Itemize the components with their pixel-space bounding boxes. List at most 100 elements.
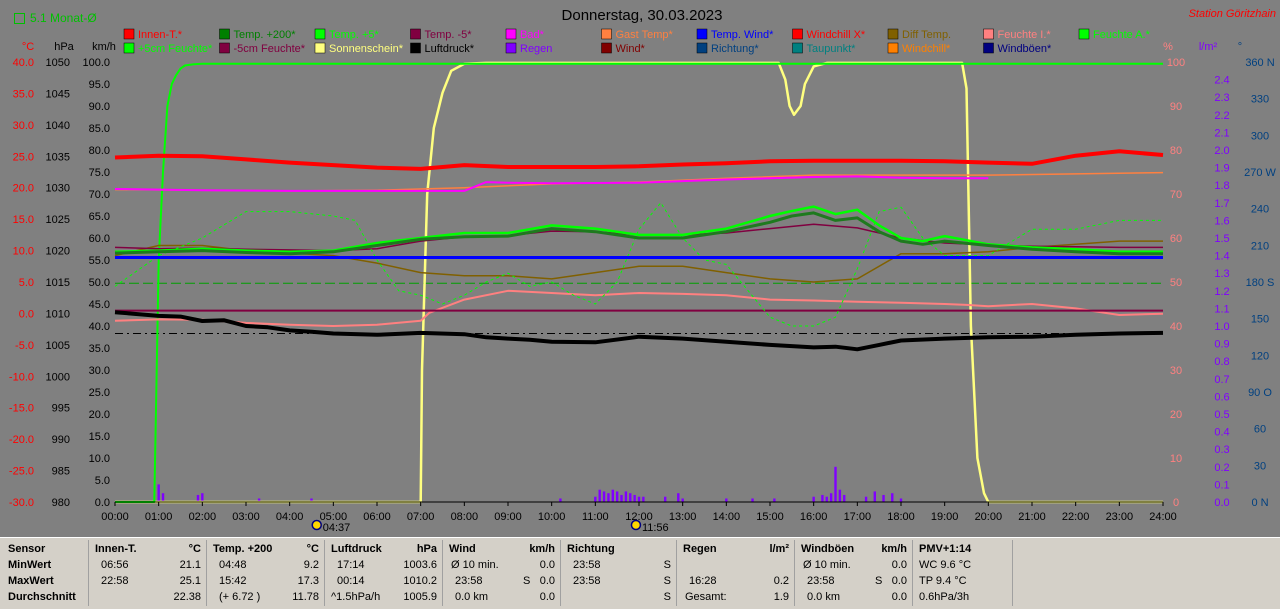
legend-label[interactable]: Richtung*: [711, 43, 759, 55]
tick-deg: 150: [1251, 314, 1269, 326]
legend-label[interactable]: Luftdruck*: [425, 43, 475, 55]
legend-item[interactable]: +5cm Feuchte*: [123, 42, 213, 55]
axis-label-lm2: l/m²: [1199, 41, 1218, 53]
tick-kmh: 55.0: [89, 255, 110, 267]
tick-kmh: 85.0: [89, 123, 110, 135]
tick-celsius: -30.0: [9, 497, 34, 509]
legend-item[interactable]: Temp. +5*: [314, 28, 380, 41]
legend-swatch[interactable]: [983, 42, 994, 54]
legend-swatch[interactable]: [696, 42, 708, 54]
legend-label[interactable]: Regen: [520, 43, 552, 55]
regen-bar: [594, 496, 597, 502]
legend-label[interactable]: Diff Temp.: [902, 29, 951, 41]
legend-swatch[interactable]: [887, 42, 899, 54]
legend-item[interactable]: Temp. Wind*: [696, 28, 774, 41]
tick-lm2: 0.0: [1214, 497, 1229, 509]
legend-item[interactable]: Regen: [505, 42, 552, 55]
regen-bar: [642, 496, 645, 502]
tick-kmh: 10.0: [89, 453, 110, 465]
tick-hpa: 1035: [46, 151, 70, 163]
legend-label[interactable]: Taupunkt*: [807, 43, 857, 55]
legend-swatch[interactable]: [601, 42, 612, 54]
legend-label[interactable]: Windchill*: [902, 43, 951, 55]
tick-deg: 90 O: [1248, 387, 1272, 399]
legend-label[interactable]: Bad*: [520, 29, 545, 41]
legend-label[interactable]: Wind*: [616, 43, 646, 55]
legend-swatch[interactable]: [983, 28, 994, 40]
legend-item[interactable]: Innen-T.*: [123, 28, 183, 41]
legend-item[interactable]: Windböen*: [983, 42, 1053, 55]
legend-swatch[interactable]: [314, 42, 326, 54]
legend-swatch[interactable]: [123, 42, 135, 54]
legend-swatch[interactable]: [792, 42, 803, 54]
legend-item[interactable]: Bad*: [505, 28, 545, 41]
sun-marker-icon: [311, 519, 322, 531]
tick-percent: 30: [1170, 365, 1182, 377]
legend-item[interactable]: Windchill X*: [792, 28, 866, 41]
tick-hpa: 1030: [46, 183, 70, 195]
legend-label[interactable]: Innen-T.*: [138, 29, 183, 41]
tick-hpa: 1000: [46, 371, 70, 383]
tick-hpa: 1050: [46, 57, 70, 69]
regen-bar: [821, 494, 824, 502]
luftdruck-max-val: 1010.2: [403, 575, 437, 587]
innen-max-val: 25.1: [179, 575, 201, 587]
legend-swatch[interactable]: [219, 42, 230, 54]
legend-item[interactable]: Feuchte I.*: [983, 28, 1052, 41]
legend-item[interactable]: Diff Temp.: [887, 28, 951, 41]
legend-label[interactable]: Feuchte I.*: [998, 29, 1052, 41]
legend-item[interactable]: Temp. +200*: [219, 28, 297, 41]
legend-item[interactable]: Temp. -5*: [410, 28, 473, 41]
legend-item[interactable]: Sonnenschein*: [314, 42, 404, 55]
luftdruck-max-time: 00:14: [337, 575, 365, 587]
legend-item[interactable]: Luftdruck*: [410, 42, 475, 55]
legend-swatch[interactable]: [410, 28, 421, 40]
regen-bar: [864, 496, 868, 502]
regen-bar: [615, 491, 619, 502]
tick-celsius: 10.0: [13, 246, 34, 258]
legend-swatch[interactable]: [601, 28, 612, 40]
legend-item[interactable]: Taupunkt*: [792, 42, 857, 55]
legend-swatch[interactable]: [505, 28, 517, 40]
tick-kmh: 5.0: [95, 475, 110, 487]
tick-celsius: -20.0: [9, 434, 34, 446]
regen-bar: [812, 496, 815, 502]
legend-label[interactable]: Windchill X*: [807, 29, 866, 41]
legend-swatch[interactable]: [410, 42, 421, 54]
tick-lm2: 1.0: [1214, 321, 1229, 333]
wind-max-time: 23:58: [455, 575, 483, 587]
legend-label[interactable]: Temp. -5*: [425, 29, 473, 41]
tick-celsius: 25.0: [13, 151, 34, 163]
legend-item[interactable]: Wind*: [601, 42, 646, 55]
wind-max-dir: S: [523, 575, 531, 587]
legend-swatch[interactable]: [314, 28, 326, 40]
legend-label[interactable]: Temp. +200*: [234, 29, 297, 41]
legend-swatch[interactable]: [792, 28, 803, 40]
legend-item[interactable]: Windchill*: [887, 42, 951, 55]
legend-label[interactable]: Windböen*: [998, 43, 1053, 55]
x-tick: 02:00: [189, 511, 217, 523]
legend-label[interactable]: Feuchte A.*: [1093, 29, 1151, 41]
tick-kmh: 30.0: [89, 365, 110, 377]
legend-label[interactable]: -5cm Feuchte*: [234, 43, 306, 55]
legend-label[interactable]: +5cm Feuchte*: [138, 43, 213, 55]
legend-swatch[interactable]: [887, 28, 899, 40]
legend-item[interactable]: -5cm Feuchte*: [219, 42, 306, 55]
legend-label[interactable]: Sonnenschein*: [329, 43, 404, 55]
tick-hpa: 990: [52, 434, 70, 446]
legend-swatch[interactable]: [123, 28, 135, 40]
legend-item[interactable]: Feuchte A.*: [1078, 28, 1151, 41]
legend-swatch[interactable]: [1078, 28, 1090, 40]
legend-item[interactable]: Richtung*: [696, 42, 759, 55]
monat-checkbox[interactable]: [14, 13, 25, 24]
tick-lm2: 0.6: [1214, 391, 1229, 403]
legend-label[interactable]: Temp. +5*: [329, 29, 380, 41]
legend-label[interactable]: Temp. Wind*: [711, 29, 774, 41]
x-tick: 12:00: [625, 511, 653, 523]
legend-swatch[interactable]: [696, 28, 708, 40]
legend-item[interactable]: Gast Temp*: [601, 28, 674, 41]
legend-swatch[interactable]: [219, 28, 230, 40]
regen-title: Regen: [683, 543, 717, 555]
legend-swatch[interactable]: [505, 42, 517, 54]
legend-label[interactable]: Gast Temp*: [616, 29, 674, 41]
